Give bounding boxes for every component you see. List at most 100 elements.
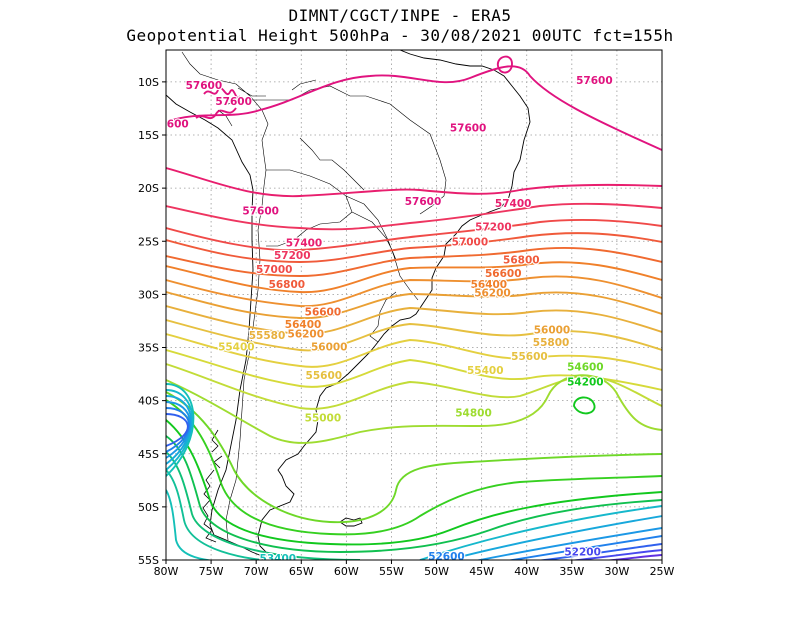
contour-55600: [166, 319, 662, 352]
lon-tick-label: 45W: [469, 565, 494, 578]
contour-label: 55400: [218, 341, 255, 353]
contour-54200: [166, 419, 662, 546]
contour-label: 57600: [186, 80, 223, 92]
country-borders: [181, 51, 447, 541]
contour-label: 57000: [452, 236, 489, 248]
contour-label: 57600: [450, 123, 487, 135]
contour-low-center: [166, 395, 193, 465]
contour-label: 57200: [475, 221, 512, 233]
contour-low-center: [166, 383, 195, 477]
contour-label: 7600: [159, 118, 188, 130]
contour-53400: [166, 489, 216, 560]
contour-57400: [166, 167, 662, 198]
lon-tick-label: 25W: [650, 565, 675, 578]
lat-tick-label: 40S: [138, 395, 159, 408]
lat-tick-label: 10S: [138, 76, 159, 89]
contour-label: 54200: [567, 377, 604, 389]
contour-56000: [166, 291, 662, 319]
contour-label: 57600: [242, 205, 279, 217]
contour-label: 57400: [286, 237, 323, 249]
contour-label: 56200: [474, 287, 511, 299]
lat-tick-label: 25S: [138, 235, 159, 248]
map-title-line2: Geopotential Height 500hPa - 30/08/2021 …: [126, 26, 674, 45]
contour-57600-squiggle: [195, 87, 241, 120]
lon-tick-label: 30W: [604, 565, 629, 578]
lon-tick-label: 40W: [514, 565, 539, 578]
contour-label: 54800: [455, 407, 492, 419]
lon-tick-label: 60W: [334, 565, 359, 578]
contour-label: 56400: [285, 319, 322, 331]
contour-53800: [166, 451, 361, 560]
contour-54400: [166, 399, 662, 536]
map-grid: [166, 50, 662, 560]
contour-label: 57600: [405, 196, 442, 208]
contour-53600: [166, 469, 273, 560]
contour-label: 56800: [503, 254, 540, 266]
contour-label: 56400: [471, 279, 508, 291]
contour-52800: [475, 527, 662, 560]
contour-lines: [166, 55, 662, 560]
contour-54000: [166, 435, 662, 553]
contour-label: 52600: [428, 551, 465, 563]
lat-tick-label: 20S: [138, 182, 159, 195]
contour-55200: [166, 349, 662, 391]
contour-53000: [443, 515, 662, 560]
lat-tick-label: 30S: [138, 288, 159, 301]
contour-label: 55580: [249, 330, 286, 342]
map-title-line1: DIMNT/CGCT/INPE - ERA5: [288, 6, 512, 25]
contour-label: 56600: [485, 268, 522, 280]
contour-label: 56800: [269, 279, 306, 291]
plot-frame: [165, 49, 663, 561]
contour-56200: [166, 275, 662, 307]
axis-ticks: 80W 75W 70W 65W 60W 55W 50W 45W 40W 35W 30W 25W 10S 1…: [138, 76, 675, 578]
contour-label: 52200: [564, 547, 601, 559]
contour-55400: [166, 333, 662, 371]
contour-label: 57600: [576, 75, 613, 87]
contour-52000: [603, 554, 662, 560]
contour-57000: [166, 218, 662, 252]
contour-52600: [506, 535, 662, 560]
lon-tick-label: 75W: [199, 565, 224, 578]
map-landmass: [166, 50, 531, 557]
lon-tick-label: 35W: [559, 565, 584, 578]
contour-label: 56600: [305, 306, 342, 318]
lat-tick-label: 55S: [138, 554, 159, 567]
contour-label: 56200: [288, 329, 325, 341]
lon-tick-label: 65W: [289, 565, 314, 578]
contour-label: 56000: [311, 341, 348, 353]
contour-label: 55800: [533, 337, 570, 349]
contour-52200: [570, 549, 662, 560]
contour-57200: [166, 202, 662, 231]
contour-label: 57000: [256, 264, 293, 276]
contour-label: 57200: [274, 250, 311, 262]
lon-tick-label: 50W: [424, 565, 449, 578]
contour-closed-low: [573, 396, 596, 415]
contour-labels: 5760057600760057600576005760057600574005…: [159, 74, 614, 565]
lon-tick-label: 70W: [244, 565, 269, 578]
contour-56400: [166, 261, 662, 293]
contour-label: 54600: [567, 362, 604, 374]
lon-tick-label: 80W: [154, 565, 179, 578]
contour-label: 57600: [215, 96, 252, 108]
contour-53200: [419, 505, 662, 560]
contour-low-center: [166, 413, 189, 447]
contour-low-center: [166, 389, 194, 471]
contour-label: 57400: [495, 198, 532, 210]
contour-56600: [166, 246, 662, 277]
lat-tick-label: 50S: [138, 501, 159, 514]
contour-label: 53400: [260, 553, 297, 565]
coastline-south-america: [166, 50, 531, 557]
contour-label: 55000: [305, 413, 342, 425]
contour-57600-closed: [497, 55, 513, 74]
contour-54600: [166, 391, 662, 524]
contour-label: 55600: [511, 351, 548, 363]
contour-55800: [166, 305, 662, 335]
lat-tick-label: 35S: [138, 342, 159, 355]
contour-low-center: [166, 401, 191, 459]
contour-56800: [166, 232, 662, 263]
contour-low-center: [166, 407, 190, 453]
contour-label: 55400: [467, 365, 504, 377]
contour-57600: [166, 65, 662, 151]
lon-tick-label: 55W: [379, 565, 404, 578]
